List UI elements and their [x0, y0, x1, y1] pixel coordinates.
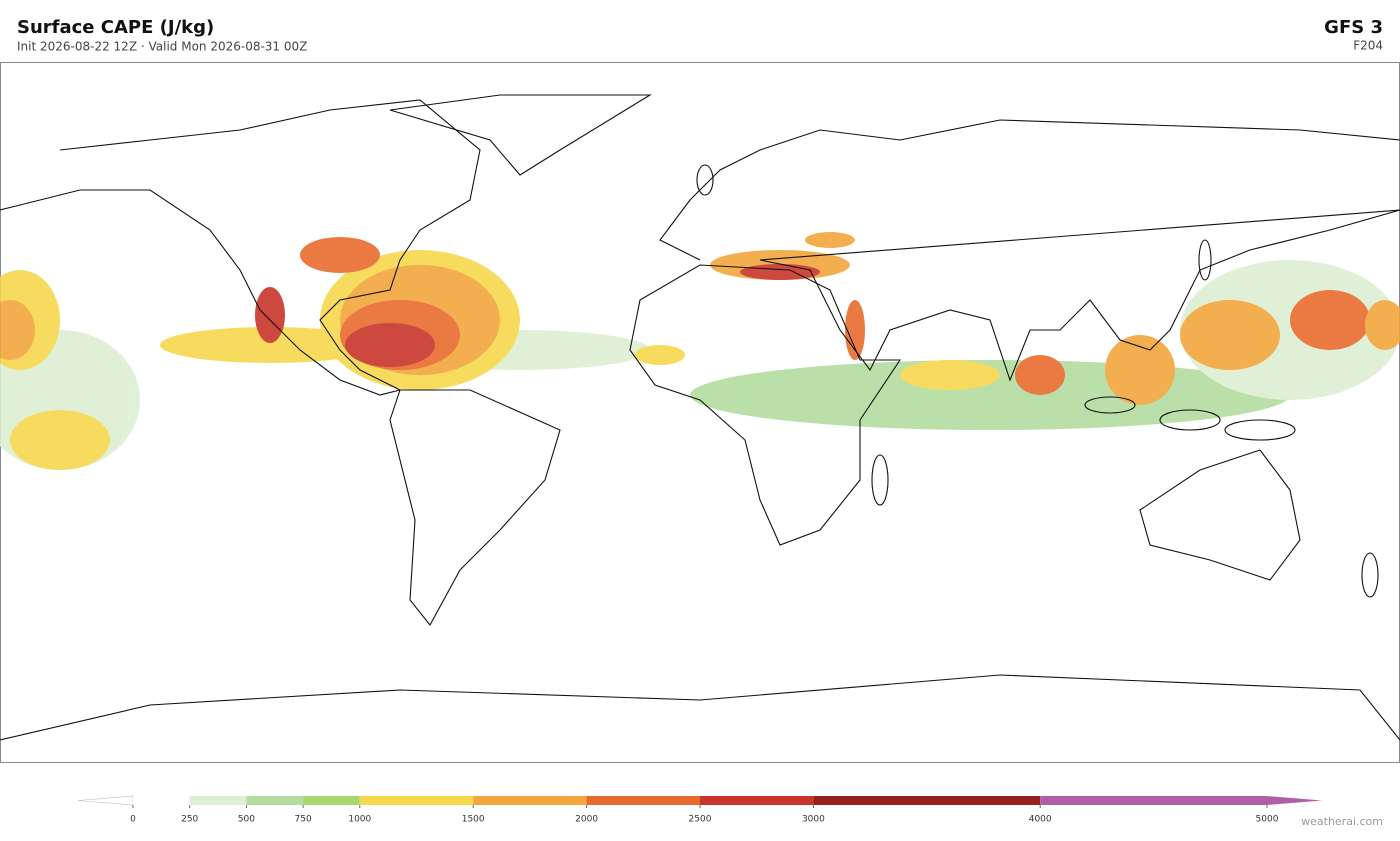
colorbar-tick-label: 0	[130, 815, 136, 825]
colorbar-segment	[813, 796, 1041, 805]
colorbar-segment	[1040, 796, 1267, 805]
colorbar-tick-label: 3000	[802, 815, 825, 825]
colorbar-tick-label: 1000	[348, 815, 371, 825]
model-label: GFS 3	[1324, 17, 1383, 38]
colorbar-segment	[133, 796, 190, 805]
colorbar-segment	[359, 796, 474, 805]
colorbar-tick-label: 750	[295, 815, 312, 825]
colorbar-tick-label: 2500	[689, 815, 712, 825]
colorbar-tick-label: 500	[238, 815, 255, 825]
colorbar-tick-label: 1500	[462, 815, 485, 825]
colorbar-segment	[189, 796, 247, 805]
colorbar-tick-label: 5000	[1256, 815, 1279, 825]
title: Surface CAPE (J/kg)	[17, 17, 214, 38]
colorbar-segment	[700, 796, 814, 805]
colorbar-segment	[246, 796, 304, 805]
forecast-hour: F204	[1353, 39, 1383, 53]
colorbar-tick-label: 250	[181, 815, 198, 825]
colorbar-under	[77, 795, 134, 806]
map	[0, 62, 1400, 763]
colorbar-segment	[303, 796, 360, 805]
coastlines	[0, 94, 1400, 741]
credit: weatherai.com	[1301, 815, 1383, 828]
colorbar-segment	[473, 796, 587, 805]
colorbar-segment	[586, 796, 700, 805]
colorbar: 0 250 500 750 1000 1500 2000 2500 3000 4000 5000	[77, 795, 1322, 825]
colorbar-over	[1267, 796, 1322, 805]
colorbar-tick-label: 2000	[575, 815, 598, 825]
subtitle: Init 2026-08-22 12Z · Valid Mon 2026-08-…	[17, 40, 307, 54]
colorbar-tick-label: 4000	[1029, 815, 1052, 825]
cape-field	[0, 232, 1400, 470]
